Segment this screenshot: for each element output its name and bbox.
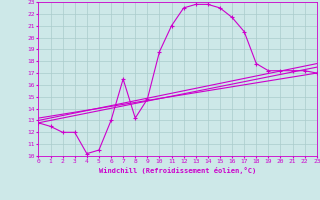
X-axis label: Windchill (Refroidissement éolien,°C): Windchill (Refroidissement éolien,°C) [99, 167, 256, 174]
